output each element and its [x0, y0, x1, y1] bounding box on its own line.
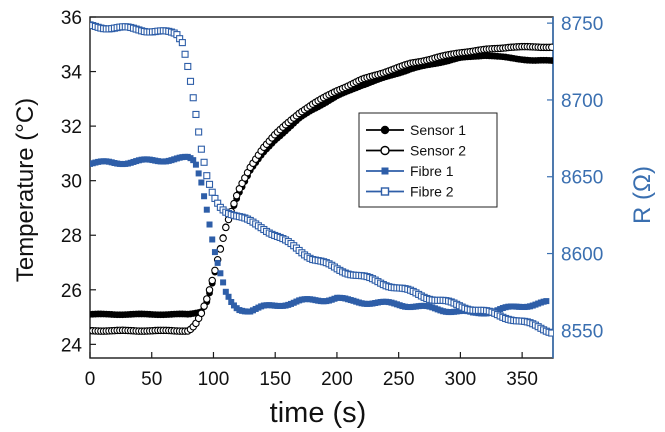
point [192, 161, 199, 168]
legend-marker [380, 145, 390, 156]
legend-label: Sensor 2 [410, 143, 466, 159]
series-layer [90, 21, 553, 337]
point [548, 57, 553, 64]
series-fibre-2 [90, 21, 553, 337]
point [195, 128, 203, 136]
point [197, 145, 205, 153]
point [222, 288, 229, 295]
point [214, 259, 221, 266]
x-tick-label: 200 [321, 369, 353, 390]
point [192, 110, 200, 119]
point [548, 329, 553, 337]
left-y-ticks: 24 26 28 30 32 34 36 [61, 8, 96, 356]
x-tick-label: 50 [141, 369, 162, 390]
legend-marker [381, 167, 389, 175]
point [197, 309, 206, 318]
y-axis-title: Temperature (°C) [12, 98, 39, 282]
legend: Sensor 1 Sensor 2 Fibre 1 Fibre 2 [358, 112, 498, 208]
point [228, 299, 235, 306]
left-tick-label: 30 [61, 172, 82, 193]
legend-label: Sensor 1 [410, 122, 466, 138]
right-y-ticks: 8550 8600 8650 8700 8750 [547, 14, 603, 342]
left-tick-label: 32 [61, 117, 82, 138]
left-tick-label: 34 [61, 63, 83, 84]
right-tick-label: 8600 [561, 245, 603, 266]
legend-marker [380, 125, 390, 135]
legend-marker [380, 187, 390, 196]
point [217, 270, 224, 277]
point [230, 199, 238, 208]
point [205, 180, 214, 188]
point [203, 206, 210, 213]
right-tick-label: 8550 [561, 321, 603, 342]
left-tick-label: 24 [61, 335, 83, 356]
point [219, 234, 227, 243]
point [209, 236, 216, 243]
point [211, 266, 219, 275]
point [216, 245, 225, 253]
point [186, 77, 195, 85]
point [205, 286, 214, 294]
x-axis-title: time (s) [270, 397, 367, 429]
x-tick-label: 100 [198, 369, 230, 390]
x-tick-label: 300 [445, 369, 477, 390]
point [178, 39, 186, 47]
point [195, 170, 202, 177]
legend-label: Fibre 2 [410, 184, 454, 200]
point [181, 50, 189, 58]
x-tick-label: 150 [259, 369, 291, 390]
point [206, 221, 213, 228]
point [200, 158, 208, 166]
point [184, 62, 192, 71]
point [548, 43, 553, 51]
series-fibre-1 [90, 153, 550, 317]
left-tick-label: 28 [61, 226, 82, 247]
point [220, 279, 227, 286]
point [232, 191, 241, 200]
point [211, 249, 218, 256]
y2-axis-title: R (Ω) [629, 166, 656, 224]
x-tick-label: 350 [506, 369, 538, 390]
point [203, 172, 211, 180]
point [203, 295, 211, 303]
point [189, 94, 197, 102]
point [198, 179, 205, 186]
point [190, 157, 197, 164]
point [200, 302, 208, 310]
point [208, 276, 216, 285]
x-tick-label: 0 [85, 369, 96, 390]
point [208, 188, 216, 196]
point [543, 298, 550, 305]
left-tick-label: 26 [61, 281, 82, 302]
right-tick-label: 8650 [561, 168, 603, 189]
point [222, 223, 230, 232]
series-sensor-2 [90, 42, 553, 335]
legend-label: Fibre 1 [410, 163, 454, 179]
x-ticks: 0 50 100 150 200 250 300 350 [85, 352, 538, 390]
right-tick-label: 8700 [561, 91, 603, 112]
x-tick-label: 250 [383, 369, 415, 390]
point [225, 293, 232, 300]
right-tick-label: 8750 [561, 14, 603, 35]
left-tick-label: 36 [61, 8, 82, 29]
point [201, 193, 208, 200]
